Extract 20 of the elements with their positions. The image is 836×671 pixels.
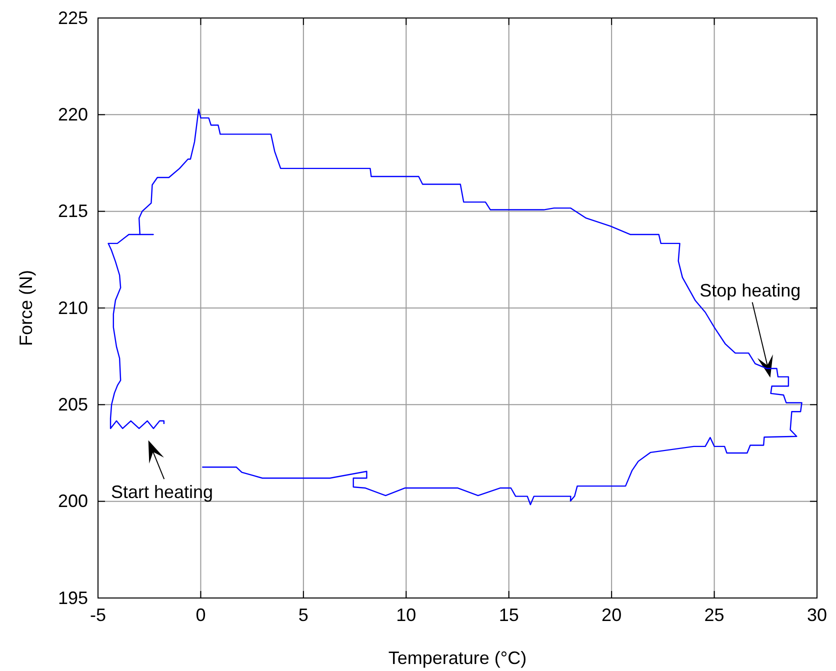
x-tick-label: 0 <box>196 604 206 625</box>
y-tick-label: 220 <box>58 104 88 124</box>
y-tick-label: 200 <box>58 491 88 512</box>
y-tick-label: 210 <box>58 298 88 318</box>
y-tick-label: 205 <box>58 394 88 414</box>
x-axis-title: Temperature (°C) <box>388 648 527 668</box>
line-series <box>108 108 802 506</box>
annotation: Start heating <box>110 482 214 502</box>
y-tick-label: 195 <box>58 588 88 608</box>
x-tick-label: 25 <box>704 604 724 625</box>
y-tick-label: 225 <box>58 8 88 28</box>
annotation: Stop heating <box>700 280 801 301</box>
x-tick-label: 15 <box>498 604 519 625</box>
x-tick-label: 30 <box>806 604 828 625</box>
x-tick-label: 10 <box>396 604 416 625</box>
x-tick-label: -5 <box>90 604 106 625</box>
x-tick-label: 20 <box>602 604 622 625</box>
y-tick-label: 215 <box>58 201 88 222</box>
x-tick-label: 5 <box>298 604 308 625</box>
y-axis-title: Force (N) <box>16 270 36 346</box>
